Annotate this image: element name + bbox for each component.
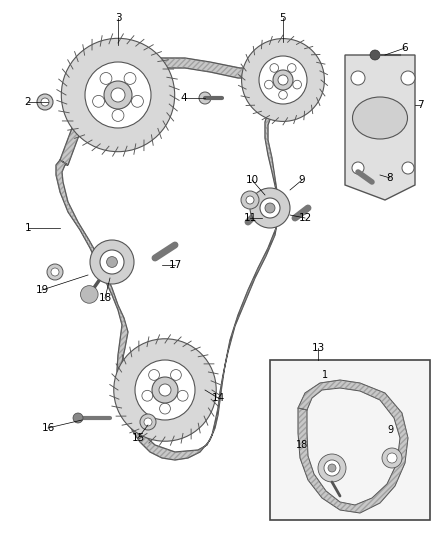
Text: 18: 18 bbox=[296, 440, 308, 450]
Circle shape bbox=[260, 198, 280, 218]
Circle shape bbox=[270, 63, 279, 72]
Text: 13: 13 bbox=[311, 343, 325, 353]
Text: 9: 9 bbox=[299, 175, 305, 185]
Circle shape bbox=[159, 384, 171, 396]
Text: 1: 1 bbox=[25, 223, 31, 233]
Text: 8: 8 bbox=[387, 173, 393, 183]
Circle shape bbox=[152, 377, 178, 403]
Circle shape bbox=[111, 88, 125, 102]
Text: 19: 19 bbox=[35, 285, 49, 295]
Circle shape bbox=[73, 413, 83, 423]
Circle shape bbox=[318, 454, 346, 482]
Circle shape bbox=[265, 203, 275, 213]
Text: 4: 4 bbox=[181, 93, 187, 103]
Circle shape bbox=[37, 94, 53, 110]
Circle shape bbox=[148, 369, 159, 381]
Circle shape bbox=[131, 95, 143, 107]
Circle shape bbox=[100, 72, 112, 84]
Circle shape bbox=[328, 464, 336, 472]
Circle shape bbox=[279, 91, 287, 99]
Circle shape bbox=[370, 50, 380, 60]
Text: 2: 2 bbox=[25, 97, 31, 107]
Text: 5: 5 bbox=[280, 13, 286, 23]
Circle shape bbox=[104, 81, 132, 109]
Text: 6: 6 bbox=[402, 43, 408, 53]
Circle shape bbox=[92, 95, 105, 107]
Circle shape bbox=[41, 98, 49, 106]
Text: 1: 1 bbox=[322, 370, 328, 380]
Circle shape bbox=[324, 460, 340, 476]
Text: 11: 11 bbox=[244, 213, 257, 223]
Circle shape bbox=[170, 369, 181, 381]
Circle shape bbox=[124, 72, 136, 84]
Circle shape bbox=[100, 250, 124, 274]
Circle shape bbox=[402, 162, 414, 174]
Circle shape bbox=[144, 418, 152, 426]
Circle shape bbox=[177, 390, 188, 401]
Ellipse shape bbox=[353, 97, 407, 139]
Text: 16: 16 bbox=[41, 423, 55, 433]
Text: 15: 15 bbox=[131, 433, 145, 443]
Text: 12: 12 bbox=[298, 213, 311, 223]
Circle shape bbox=[199, 92, 211, 104]
Circle shape bbox=[278, 75, 288, 85]
Circle shape bbox=[273, 70, 293, 90]
Circle shape bbox=[352, 162, 364, 174]
Circle shape bbox=[265, 80, 273, 89]
Circle shape bbox=[287, 63, 296, 72]
Circle shape bbox=[47, 264, 63, 280]
Circle shape bbox=[246, 196, 254, 204]
Text: 10: 10 bbox=[245, 175, 258, 185]
Circle shape bbox=[382, 448, 402, 468]
Text: 17: 17 bbox=[168, 260, 182, 270]
Circle shape bbox=[51, 268, 59, 276]
Polygon shape bbox=[298, 380, 408, 513]
Text: 7: 7 bbox=[417, 100, 423, 110]
Circle shape bbox=[401, 71, 415, 85]
Circle shape bbox=[140, 414, 156, 430]
Circle shape bbox=[250, 188, 290, 228]
Circle shape bbox=[112, 109, 124, 122]
Circle shape bbox=[106, 256, 117, 268]
Circle shape bbox=[259, 56, 307, 104]
Polygon shape bbox=[56, 58, 308, 460]
Bar bbox=[270, 360, 430, 520]
Circle shape bbox=[242, 38, 325, 122]
Circle shape bbox=[159, 403, 170, 414]
Circle shape bbox=[142, 390, 153, 401]
Circle shape bbox=[114, 339, 216, 441]
Text: 14: 14 bbox=[212, 393, 225, 403]
Circle shape bbox=[351, 71, 365, 85]
Circle shape bbox=[85, 62, 151, 128]
Text: 3: 3 bbox=[115, 13, 121, 23]
Text: 9: 9 bbox=[387, 425, 393, 435]
Circle shape bbox=[81, 286, 98, 303]
Circle shape bbox=[387, 453, 397, 463]
Circle shape bbox=[241, 191, 259, 209]
Circle shape bbox=[293, 80, 301, 89]
Text: 18: 18 bbox=[99, 293, 112, 303]
Polygon shape bbox=[345, 55, 415, 200]
Circle shape bbox=[61, 38, 175, 152]
Circle shape bbox=[90, 240, 134, 284]
Circle shape bbox=[135, 360, 195, 420]
